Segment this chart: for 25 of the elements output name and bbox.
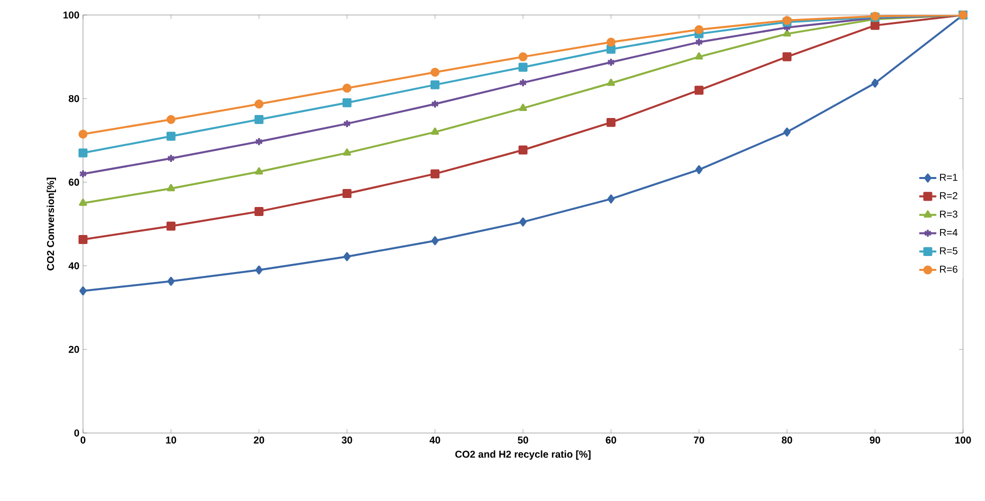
legend-label: R=5 bbox=[940, 247, 958, 254]
y-tick-label: 20 bbox=[68, 346, 80, 353]
y-tick-label: 100 bbox=[63, 11, 80, 19]
x-tick-label: 80 bbox=[782, 436, 792, 444]
y-axis-title: CO2 Conversion[%] bbox=[46, 178, 56, 270]
legend-label: R=2 bbox=[940, 192, 958, 200]
x-tick-label: 70 bbox=[694, 436, 704, 444]
legend-label: R=1 bbox=[940, 174, 958, 181]
y-tick-label: 0 bbox=[74, 429, 80, 437]
x-tick-label: 10 bbox=[166, 436, 176, 444]
x-tick-label: 50 bbox=[518, 436, 528, 444]
y-tick-label: 60 bbox=[68, 178, 80, 186]
y-tick-label: 40 bbox=[68, 262, 80, 270]
x-tick-label: 20 bbox=[254, 436, 264, 444]
x-tick-label: 90 bbox=[870, 436, 880, 444]
x-tick-label: 0 bbox=[80, 436, 86, 444]
y-tick-label: 80 bbox=[68, 95, 80, 102]
legend-label: R=6 bbox=[940, 266, 958, 273]
legend-label: R=4 bbox=[940, 229, 958, 236]
x-tick-label: 40 bbox=[430, 436, 440, 444]
x-axis-title: CO2 and H2 recycle ratio [%] bbox=[455, 450, 591, 460]
x-tick-label: 100 bbox=[955, 436, 971, 444]
x-tick-label: 30 bbox=[342, 436, 352, 444]
legend-label: R=3 bbox=[940, 210, 958, 218]
x-tick-label: 60 bbox=[606, 436, 616, 444]
